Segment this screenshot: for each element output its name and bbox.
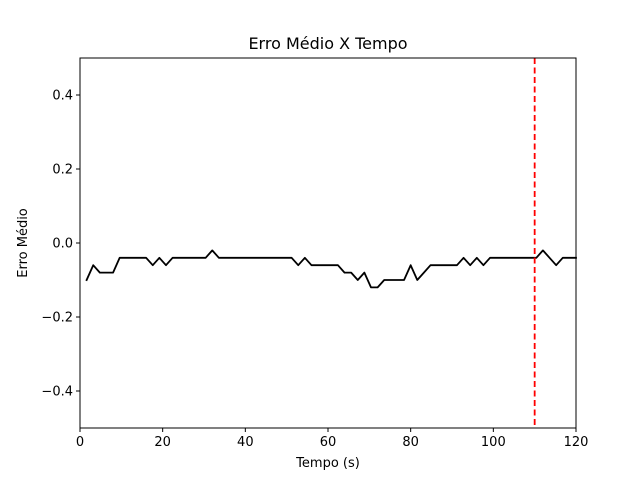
x-tick-label: 0 (76, 435, 84, 450)
y-tick-label: −0.2 (41, 311, 73, 326)
series-line-0 (85, 249, 577, 289)
y-tick-label: 0.2 (52, 163, 73, 178)
y-axis-label: Erro Médio (16, 208, 31, 278)
y-tick-label: 0.4 (52, 89, 73, 104)
axis-ticks: 0 20 40 60 80 100 120 −0.4 −0.2 0.0 0.2 0.4 (41, 89, 588, 451)
x-tick-label: 20 (154, 435, 171, 450)
y-tick-label: 0.0 (52, 237, 73, 252)
x-tick-label: 60 (320, 435, 337, 450)
x-tick-label: 120 (564, 435, 589, 450)
x-axis-label: Tempo (s) (295, 456, 360, 471)
plot-frame (79, 57, 577, 429)
x-tick-label: 40 (237, 435, 254, 450)
x-tick-label: 100 (481, 435, 506, 450)
plot-area (85, 58, 577, 428)
y-tick-label: −0.4 (41, 385, 73, 400)
chart-title: Erro Médio X Tempo (248, 34, 407, 53)
x-tick-label: 80 (402, 435, 419, 450)
